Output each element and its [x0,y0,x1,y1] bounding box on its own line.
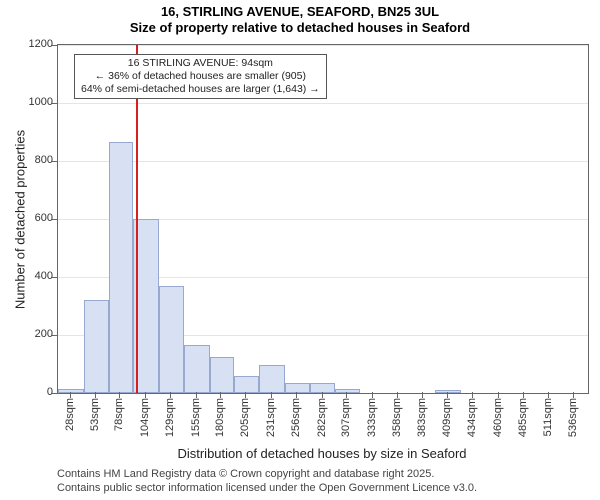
histogram-bar [310,383,336,393]
xtick-label: 53sqm [89,398,101,431]
xtick-label: 358sqm [391,398,403,437]
xtick-label: 536sqm [567,398,579,437]
title-line-1: 16, STIRLING AVENUE, SEAFORD, BN25 3UL [0,4,600,20]
ytick-label: 200 [13,328,53,340]
footer-line-1: Contains HM Land Registry data © Crown c… [57,468,477,482]
histogram-bar [58,389,84,393]
annotation-line: ← 36% of detached houses are smaller (90… [81,70,320,83]
histogram-bar [184,345,210,393]
xtick-label: 28sqm [64,398,76,431]
xtick-label: 485sqm [517,398,529,437]
ytick-label: 800 [13,154,53,166]
chart-title: 16, STIRLING AVENUE, SEAFORD, BN25 3UL S… [0,0,600,37]
annotation-box: 16 STIRLING AVENUE: 94sqm← 36% of detach… [74,54,327,99]
xtick-label: 383sqm [416,398,428,437]
ytick-label: 1200 [13,38,53,50]
xtick-label: 231sqm [265,398,277,437]
title-line-2: Size of property relative to detached ho… [0,20,600,36]
ytick-label: 0 [13,386,53,398]
histogram-bar [84,300,109,393]
histogram-bar [210,357,235,393]
xtick-label: 434sqm [466,398,478,437]
footer-attribution: Contains HM Land Registry data © Crown c… [57,468,477,496]
ytick-label: 400 [13,270,53,282]
ytick-label: 600 [13,212,53,224]
histogram-bar [435,390,461,393]
histogram-chart: 16, STIRLING AVENUE, SEAFORD, BN25 3UL S… [0,0,600,500]
xtick-label: 307sqm [340,398,352,437]
histogram-bar [159,286,184,393]
xtick-label: 205sqm [239,398,251,437]
histogram-bar [259,365,285,393]
xtick-label: 256sqm [290,398,302,437]
xtick-label: 155sqm [190,398,202,437]
x-axis-label: Distribution of detached houses by size … [57,446,587,461]
xtick-label: 511sqm [542,398,554,436]
footer-line-2: Contains public sector information licen… [57,482,477,496]
xtick-label: 460sqm [492,398,504,437]
xtick-label: 104sqm [139,398,151,437]
histogram-bar [234,376,259,393]
histogram-bar [109,142,134,393]
xtick-label: 180sqm [214,398,226,437]
ytick-label: 1000 [13,96,53,108]
xtick-label: 409sqm [441,398,453,437]
xtick-label: 78sqm [113,398,125,431]
annotation-line: 16 STIRLING AVENUE: 94sqm [81,57,320,70]
histogram-bar [285,383,310,393]
xtick-label: 333sqm [366,398,378,437]
annotation-line: 64% of semi-detached houses are larger (… [81,83,320,96]
xtick-label: 282sqm [316,398,328,437]
histogram-bar [335,389,360,393]
xtick-label: 129sqm [164,398,176,437]
